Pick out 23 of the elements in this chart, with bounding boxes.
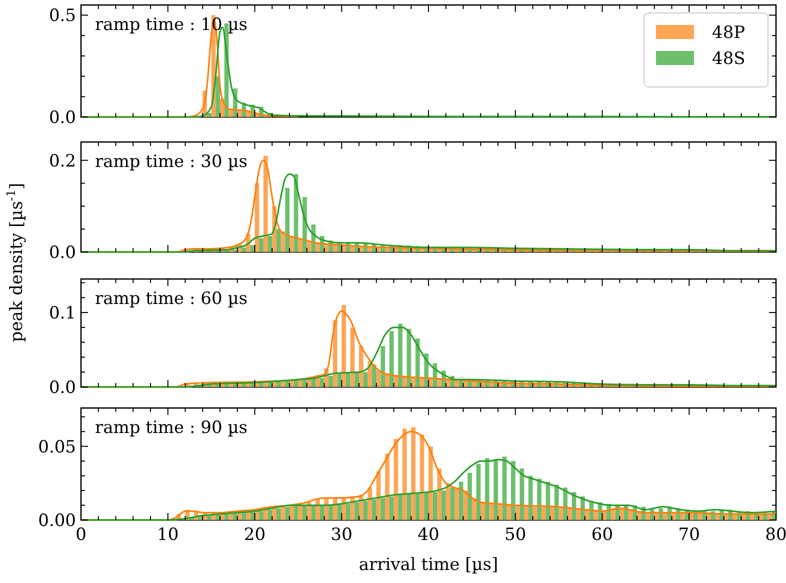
x-tick-label: 60 — [591, 525, 614, 545]
legend-label: 48S — [712, 49, 746, 69]
x-tick-label: 70 — [678, 525, 700, 545]
x-tick-label: 30 — [330, 525, 352, 545]
x-tick-label: 0 — [76, 525, 86, 545]
y-tick-label: 0.0 — [48, 108, 76, 128]
y-tick-label: 0.5 — [48, 6, 76, 26]
x-tick-label: 40 — [418, 525, 440, 545]
x-tick-label: 50 — [504, 525, 526, 545]
y-tick-label: 0.2 — [48, 151, 76, 172]
text: ramp time : 60 µs — [95, 289, 248, 309]
y-tick-label: 0.05 — [38, 437, 76, 458]
x-tick-label: 10 — [157, 525, 179, 545]
y-tick-label: 0.0 — [48, 378, 76, 398]
y-tick-label: 0.1 — [48, 304, 76, 324]
x-tick-label: 80 — [765, 525, 786, 545]
y-tick-label: 0.00 — [38, 511, 76, 531]
legend-label: 48P — [712, 23, 746, 43]
text: ramp time : 90 µs — [95, 418, 248, 438]
text: ramp time : 30 µs — [95, 152, 248, 172]
x-axis-title: arrival time [µs] — [358, 555, 498, 575]
x-tick-label: 20 — [244, 525, 266, 545]
y-tick-label: 0.0 — [48, 243, 76, 263]
